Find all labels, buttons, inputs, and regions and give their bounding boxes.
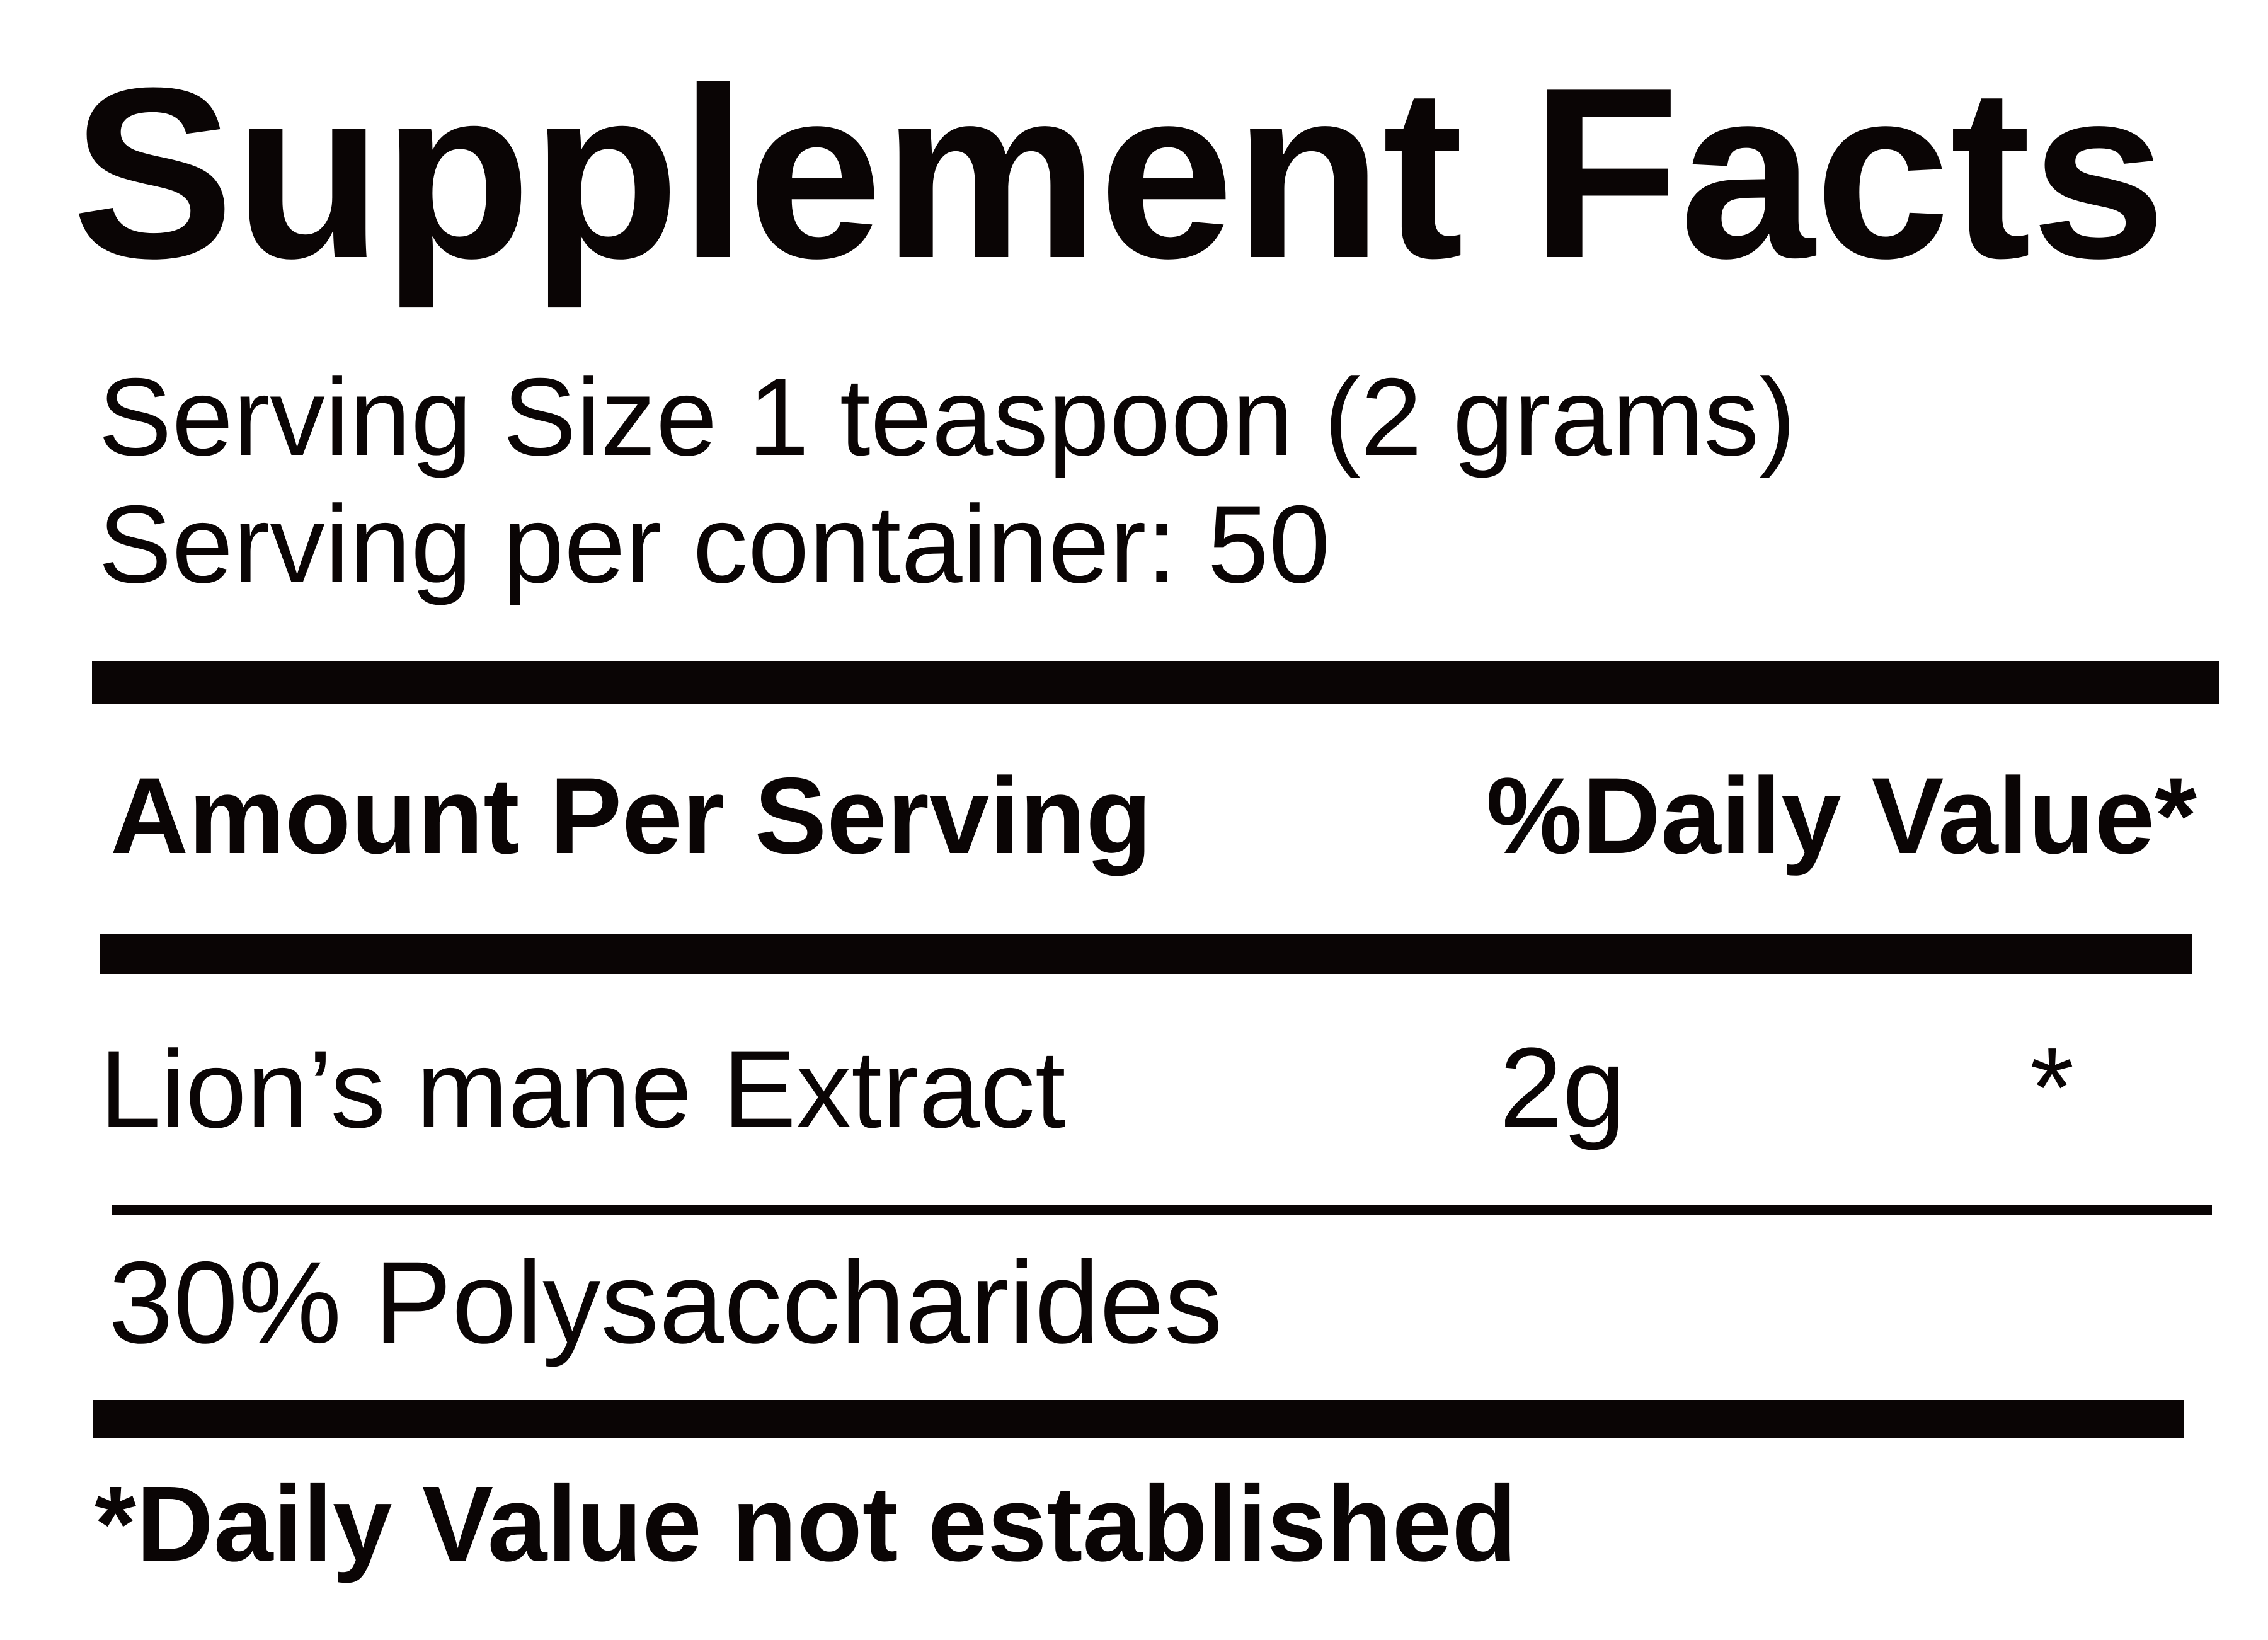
percent-daily-value-header: %Daily Value* (1486, 755, 2197, 876)
ingredient-daily-value-asterisk: * (2030, 1024, 2075, 1151)
label-title: Supplement Facts (72, 37, 2167, 309)
ingredient-amount: 2g (1499, 1024, 1626, 1151)
thick-divider-middle (100, 934, 2192, 974)
thin-divider (112, 1205, 2212, 1215)
ingredient-detail: 30% Polysaccharides (108, 1238, 1223, 1368)
ingredient-name: Lion’s mane Extract (100, 1028, 1066, 1151)
daily-value-footnote: *Daily Value not established (94, 1464, 1517, 1584)
amount-per-serving-header: Amount Per Serving (110, 755, 1152, 876)
serving-size-text: Serving Size 1 teaspoon (2 grams) (98, 356, 1796, 479)
thick-divider-bottom (93, 1400, 2184, 1438)
servings-per-container-text: Serving per container: 50 (98, 483, 1331, 606)
thick-divider-top (92, 661, 2219, 704)
